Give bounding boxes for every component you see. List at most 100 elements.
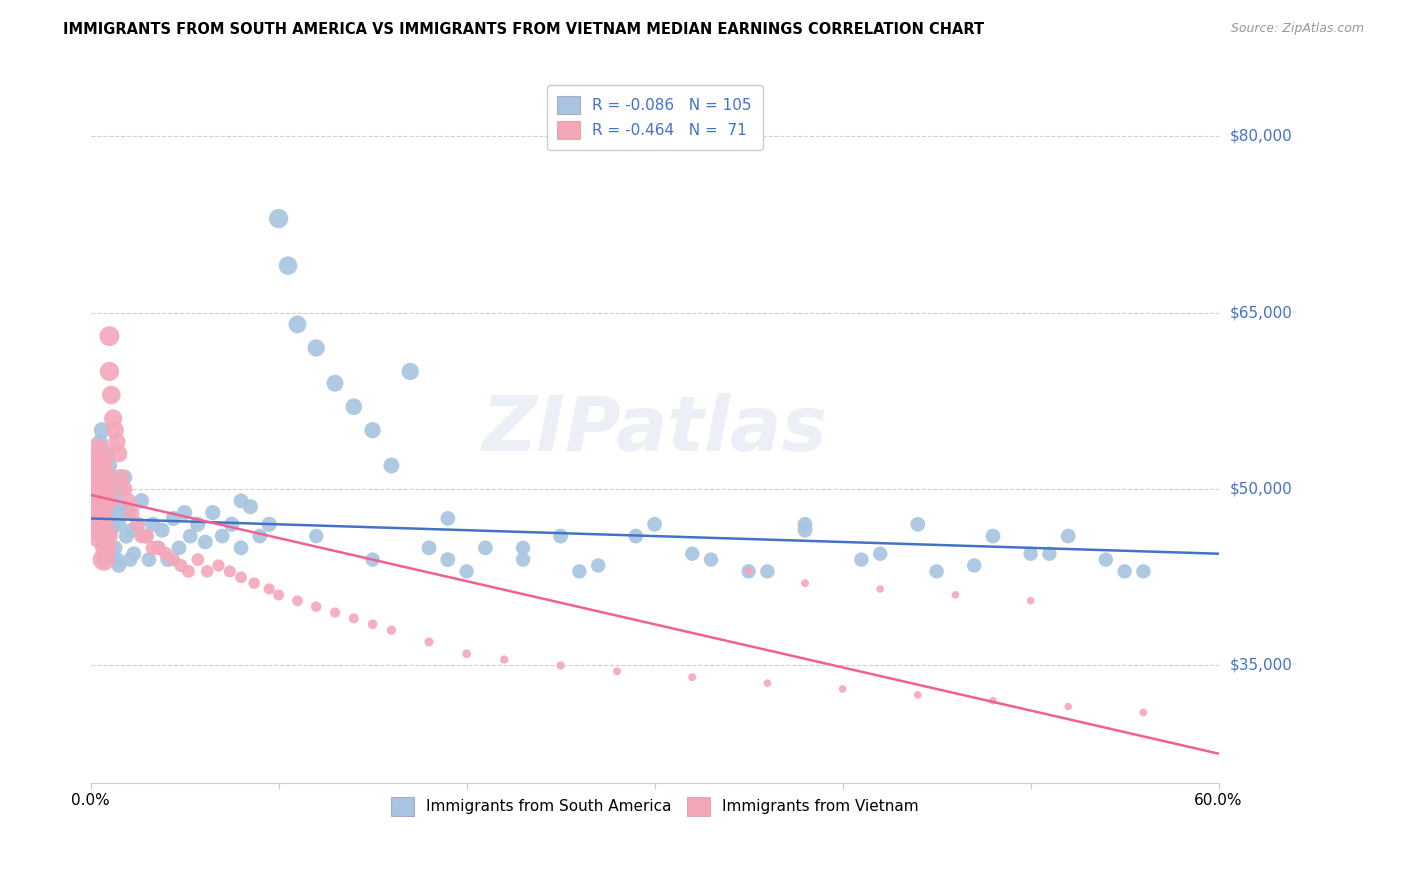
Point — [167, 541, 190, 555]
Point — [162, 552, 184, 566]
Point — [96, 529, 118, 543]
Point — [87, 470, 110, 484]
Point — [305, 599, 328, 614]
Point — [131, 529, 153, 543]
Point — [287, 318, 309, 332]
Point — [550, 529, 572, 543]
Point — [229, 493, 252, 508]
Point — [108, 558, 131, 573]
Point — [131, 493, 153, 508]
Point — [87, 447, 110, 461]
Point — [323, 376, 346, 391]
Point — [90, 517, 112, 532]
Point — [148, 541, 170, 555]
Point — [380, 458, 402, 473]
Point — [194, 535, 217, 549]
Point — [100, 388, 122, 402]
Point — [134, 529, 156, 543]
Point — [179, 529, 201, 543]
Point — [586, 558, 609, 573]
Point — [96, 529, 118, 543]
Point — [1057, 699, 1080, 714]
Point — [1019, 547, 1042, 561]
Point — [239, 500, 262, 514]
Point — [114, 470, 136, 484]
Point — [105, 435, 128, 450]
Point — [218, 565, 240, 579]
Point — [127, 517, 149, 532]
Point — [945, 588, 967, 602]
Point — [512, 541, 534, 555]
Point — [456, 565, 478, 579]
Point — [436, 511, 458, 525]
Point — [82, 493, 104, 508]
Point — [869, 547, 891, 561]
Point — [82, 470, 104, 484]
Point — [84, 458, 107, 473]
Point — [568, 565, 591, 579]
Point — [418, 541, 440, 555]
Point — [98, 364, 121, 378]
Point — [96, 447, 118, 461]
Point — [1132, 565, 1154, 579]
Point — [150, 523, 173, 537]
Point — [83, 458, 105, 473]
Point — [111, 500, 134, 514]
Point — [361, 423, 384, 437]
Text: $35,000: $35,000 — [1230, 658, 1292, 673]
Point — [110, 482, 132, 496]
Point — [104, 488, 127, 502]
Point — [207, 558, 229, 573]
Point — [1094, 552, 1116, 566]
Point — [94, 506, 117, 520]
Point — [90, 529, 112, 543]
Point — [87, 506, 110, 520]
Text: $50,000: $50,000 — [1230, 482, 1292, 497]
Point — [121, 506, 143, 520]
Point — [700, 552, 723, 566]
Point — [229, 541, 252, 555]
Point — [794, 517, 817, 532]
Text: Source: ZipAtlas.com: Source: ZipAtlas.com — [1230, 22, 1364, 36]
Point — [115, 529, 138, 543]
Point — [1132, 706, 1154, 720]
Point — [343, 611, 366, 625]
Point — [117, 493, 139, 508]
Point — [89, 529, 111, 543]
Point — [142, 517, 165, 532]
Point — [105, 506, 128, 520]
Point — [794, 523, 817, 537]
Point — [93, 511, 115, 525]
Point — [94, 535, 117, 549]
Point — [907, 517, 929, 532]
Point — [267, 588, 290, 602]
Point — [94, 470, 117, 484]
Point — [756, 565, 779, 579]
Point — [211, 529, 233, 543]
Point — [399, 364, 422, 378]
Point — [257, 582, 280, 596]
Point — [89, 435, 111, 450]
Point — [104, 541, 127, 555]
Point — [277, 259, 299, 273]
Point — [436, 552, 458, 566]
Point — [96, 493, 118, 508]
Point — [138, 552, 160, 566]
Point — [84, 482, 107, 496]
Point — [108, 447, 131, 461]
Point — [84, 482, 107, 496]
Point — [474, 541, 496, 555]
Point — [83, 493, 105, 508]
Point — [89, 458, 111, 473]
Point — [201, 506, 224, 520]
Point — [187, 552, 209, 566]
Point — [644, 517, 666, 532]
Point — [737, 565, 759, 579]
Point — [122, 547, 145, 561]
Point — [84, 447, 107, 461]
Point — [93, 552, 115, 566]
Point — [148, 541, 170, 555]
Point — [94, 482, 117, 496]
Point — [681, 547, 703, 561]
Point — [257, 517, 280, 532]
